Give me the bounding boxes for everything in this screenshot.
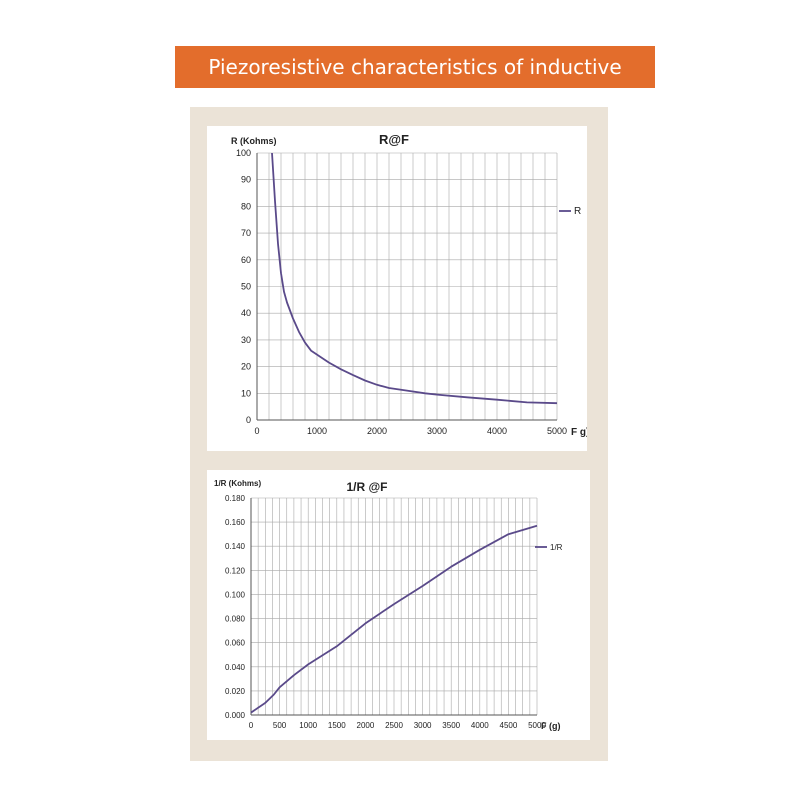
y-tick-label: 40 xyxy=(241,308,251,318)
y-axis-label: 1/R (Kohms) xyxy=(214,479,261,488)
series-line-R xyxy=(271,152,558,405)
y-tick-label: 0.140 xyxy=(225,542,246,551)
x-tick-label: 0 xyxy=(249,721,254,730)
y-tick-label: 0.180 xyxy=(225,494,246,503)
x-tick-label: 3000 xyxy=(427,426,447,436)
chart-card-inverse-r-vs-f: 0.000 0.020 0.040 0.060 0.080 0.100 0.120 0.140… xyxy=(207,470,590,740)
y-tick-label: 0.060 xyxy=(225,639,246,648)
x-tick-label: 500 xyxy=(273,721,287,730)
series-line-1R xyxy=(250,524,538,714)
x-tick-label: 2500 xyxy=(385,721,403,730)
chart-card-r-vs-f: 0 10 20 30 40 50 60 70 80 90 100 0 1000 2000 3000 4000 5… xyxy=(207,126,589,451)
chart-title: R@F xyxy=(379,132,409,147)
legend-label: 1/R xyxy=(550,543,563,552)
y-axis-label: R (Kohms) xyxy=(231,136,277,146)
x-tick-label: 0 xyxy=(254,426,259,436)
x-tick-label: 2000 xyxy=(357,721,375,730)
x-tick-label: 2000 xyxy=(367,426,387,436)
y-tick-label: 100 xyxy=(236,148,251,158)
chart-inverse-r-vs-f: 0.000 0.020 0.040 0.060 0.080 0.100 0.120 0.140… xyxy=(214,479,563,731)
legend-label: R xyxy=(574,206,581,217)
y-tick-label: 90 xyxy=(241,175,251,185)
x-axis-label: F g) xyxy=(571,427,587,438)
y-tick-label: 0.020 xyxy=(225,687,246,696)
y-tick-label: 30 xyxy=(241,335,251,345)
y-tick-label: 80 xyxy=(241,201,251,211)
chart-title: 1/R @F xyxy=(346,480,387,494)
y-tick-label: 0.120 xyxy=(225,566,246,575)
y-tick-label: 0.040 xyxy=(225,663,246,672)
y-tick-label: 60 xyxy=(241,255,251,265)
y-tick-label: 0 xyxy=(246,415,251,425)
x-tick-label: 3500 xyxy=(442,721,460,730)
x-tick-label: 4000 xyxy=(487,426,507,436)
y-tick-label: 0.000 xyxy=(225,711,246,720)
page-title-banner: Piezoresistive characteristics of induct… xyxy=(175,46,655,121)
x-tick-label: 1000 xyxy=(299,721,317,730)
y-tick-label: 70 xyxy=(241,228,251,238)
y-tick-label: 10 xyxy=(241,388,251,398)
y-tick-label: 50 xyxy=(241,282,251,292)
x-tick-label: 4500 xyxy=(500,721,518,730)
y-tick-label: 20 xyxy=(241,362,251,372)
x-tick-label: 3000 xyxy=(414,721,432,730)
x-tick-label: 5000 xyxy=(528,721,546,730)
y-tick-label: 0.160 xyxy=(225,518,246,527)
y-tick-label: 0.100 xyxy=(225,590,246,599)
x-tick-label: 1500 xyxy=(328,721,346,730)
x-axis-label: F (g) xyxy=(541,721,561,731)
x-tick-label: 5000 xyxy=(547,426,567,436)
x-tick-label: 4000 xyxy=(471,721,489,730)
y-tick-label: 0.080 xyxy=(225,615,246,624)
x-tick-label: 1000 xyxy=(307,426,327,436)
